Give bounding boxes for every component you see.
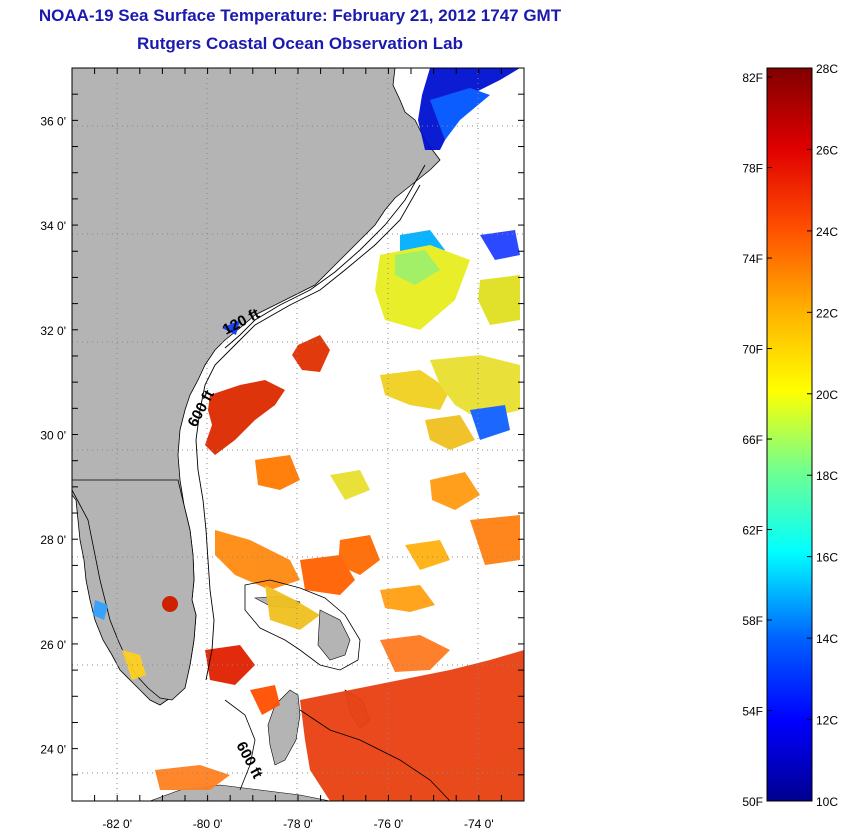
colorbar-label-c: 26C [816, 143, 838, 157]
colorbar-label-f: 74F [742, 252, 763, 266]
lat-tick-label: 28 0' [40, 533, 66, 547]
lat-tick-label: 26 0' [40, 638, 66, 652]
map-title: NOAA-19 Sea Surface Temperature: Februar… [38, 6, 562, 25]
lat-tick-label: 24 0' [40, 743, 66, 757]
colorbar-label-c: 18C [816, 469, 838, 483]
colorbar-ticks: 28C 26C 24C 22C 20C 18C 16C 14C 12C 10C 82F 78F 74F 7… [742, 62, 838, 809]
contour-bahamas [244, 579, 361, 671]
sst-patches [93, 68, 524, 801]
colorbar [766, 67, 813, 802]
colorbar-label-c: 28C [816, 62, 838, 76]
colorbar-label-c: 16C [816, 551, 838, 565]
colorbar-label-f: 62F [742, 524, 763, 538]
colorbar-label-c: 20C [816, 388, 838, 402]
bahamas-abaco [317, 609, 351, 661]
colorbar-label-f: 54F [742, 705, 763, 719]
contour-120ft [224, 164, 426, 349]
bahamas-andros [267, 689, 301, 766]
colorbar-label-f: 58F [742, 614, 763, 628]
colorbar-label-f: 66F [742, 433, 763, 447]
lat-tick-label: 32 0' [40, 324, 66, 338]
colorbar-label-f: 50F [742, 795, 763, 809]
lat-tick-label: 36 0' [40, 114, 66, 128]
lon-tick-label: -82 0' [102, 817, 132, 831]
contour-600ft [195, 184, 421, 681]
colorbar-label-c: 24C [816, 225, 838, 239]
lon-tick-label: -74 0' [464, 817, 494, 831]
florida-gulf-coast [72, 479, 197, 701]
lat-tick-label: 34 0' [40, 219, 66, 233]
colorbar-label-f: 70F [742, 343, 763, 357]
colorbar-label-f: 82F [742, 71, 763, 85]
map-subtitle: Rutgers Coastal Ocean Observation Lab [137, 34, 463, 53]
colorbar-label-c: 22C [816, 306, 838, 320]
lat-tick-label: 30 0' [40, 429, 66, 443]
lon-tick-label: -76 0' [374, 817, 404, 831]
contour-south [224, 699, 451, 801]
map-axes: 36 0' 34 0' 32 0' 30 0' 28 0' 26 0' 24 0' -82 0… [40, 67, 525, 831]
colorbar-label-c: 14C [816, 632, 838, 646]
graticule [72, 68, 524, 801]
lon-tick-label: -78 0' [283, 817, 313, 831]
colorbar-label-c: 12C [816, 714, 838, 728]
colorbar-label-f: 78F [742, 162, 763, 176]
lake-okeechobee [162, 596, 178, 612]
colorbar-label-c: 10C [816, 795, 838, 809]
lon-tick-label: -80 0' [193, 817, 223, 831]
